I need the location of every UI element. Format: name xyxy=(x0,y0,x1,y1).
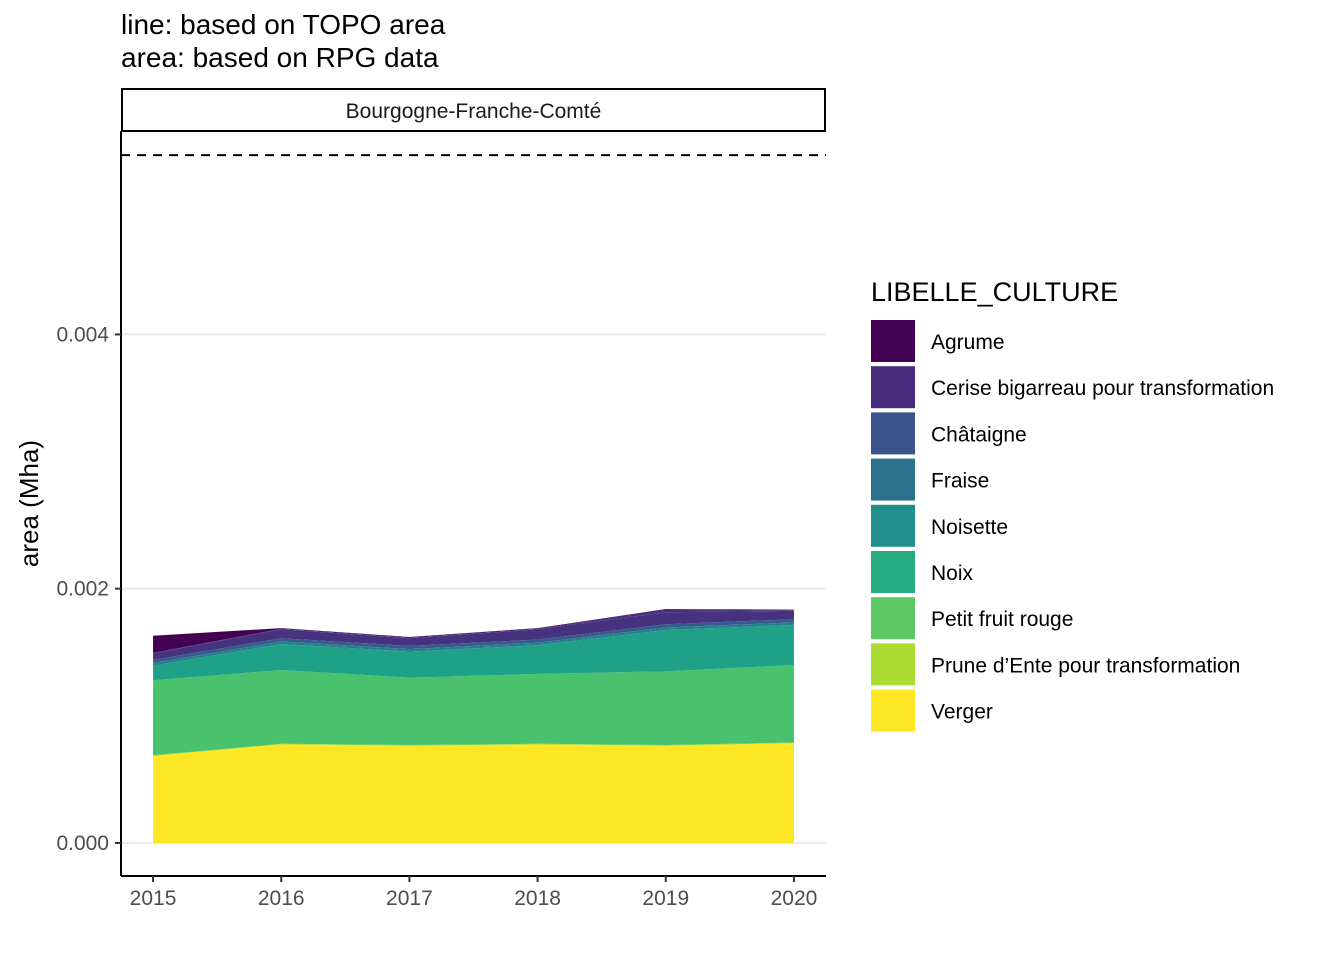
facet-label: Bourgogne-Franche-Comté xyxy=(346,100,602,123)
facet-strip xyxy=(121,88,826,132)
legend-key-6 xyxy=(871,597,915,640)
stacked-areas xyxy=(153,609,794,843)
legend-label-0: Agrume xyxy=(931,331,1005,354)
y-tick-label-0: 0.000 xyxy=(56,832,109,855)
legend-label-6: Petit fruit rouge xyxy=(931,608,1073,631)
area-prune-d-ente-pour-transformation xyxy=(153,742,794,756)
y-tick-label-1: 0.002 xyxy=(56,578,109,601)
area-ch-taigne xyxy=(153,610,794,660)
area-verger xyxy=(153,743,794,843)
legend-label-4: Noisette xyxy=(931,516,1008,539)
x-tick-label-4: 2019 xyxy=(642,887,689,910)
area-fraise xyxy=(153,619,794,664)
area-noisette xyxy=(153,622,794,666)
legend-label-1: Cerise bigarreau pour transformation xyxy=(931,377,1274,400)
legend-label-7: Prune d’Ente pour transformation xyxy=(931,654,1240,677)
x-tick-label-3: 2018 xyxy=(514,887,561,910)
legend-label-3: Fraise xyxy=(931,470,989,493)
legend-key-4 xyxy=(871,504,915,547)
legend-key-5 xyxy=(871,551,915,593)
legend: LIBELLE_CULTURE Agrume Cerise bigarreau po… xyxy=(871,277,1274,732)
legend-key-2 xyxy=(871,412,915,455)
legend-key-0 xyxy=(871,320,915,362)
legend-label-2: Châtaigne xyxy=(931,423,1027,446)
legend-key-8 xyxy=(871,689,915,732)
y-tick-label-2: 0.004 xyxy=(56,323,109,346)
legend-key-3 xyxy=(871,458,915,501)
legend-key-7 xyxy=(871,643,915,686)
y-axis-title: area (Mha) xyxy=(14,440,44,567)
legend-title: LIBELLE_CULTURE xyxy=(871,277,1118,307)
area-petit-fruit-rouge xyxy=(153,664,794,756)
subtitle-line-1: line: based on TOPO area xyxy=(121,9,446,40)
x-tick-label-2: 2017 xyxy=(386,887,433,910)
area-noix xyxy=(153,624,794,681)
legend-key-1 xyxy=(871,366,915,409)
subtitle-line-2: area: based on RPG data xyxy=(121,42,439,73)
x-tick-label-5: 2020 xyxy=(771,887,818,910)
axes: 0.000 0.002 0.004 2015 2016 2017 2018 2019 2020 a… xyxy=(14,131,826,910)
legend-label-8: Verger xyxy=(931,701,993,724)
x-tick-label-1: 2016 xyxy=(258,887,305,910)
legend-label-5: Noix xyxy=(931,562,974,585)
x-tick-label-0: 2015 xyxy=(130,887,177,910)
